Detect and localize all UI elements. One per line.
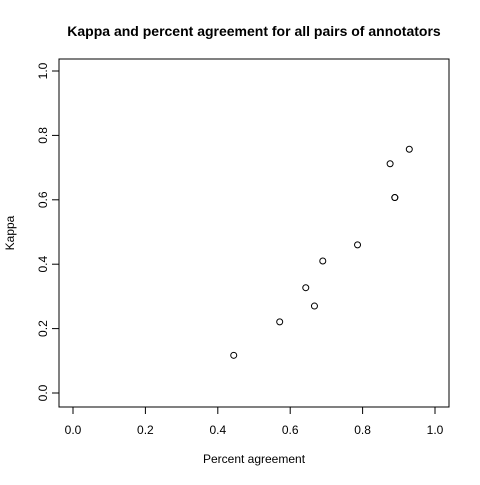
data-point bbox=[386, 160, 394, 168]
data-point bbox=[310, 302, 318, 310]
data-point bbox=[302, 284, 310, 292]
chart-title: Kappa and percent agreement for all pair… bbox=[67, 23, 441, 39]
y-tick-label: 0.0 bbox=[36, 384, 50, 401]
data-point bbox=[405, 145, 413, 153]
x-tick-label: 0.2 bbox=[137, 423, 154, 437]
data-point bbox=[319, 257, 327, 265]
x-tick-label: 0.4 bbox=[209, 423, 226, 437]
y-tick-label: 1.0 bbox=[36, 62, 50, 79]
data-point bbox=[276, 318, 284, 326]
x-tick-label: 1.0 bbox=[427, 423, 444, 437]
x-tick-label: 0.6 bbox=[282, 423, 299, 437]
x-tick-label: 0.0 bbox=[65, 423, 82, 437]
data-point bbox=[391, 194, 399, 202]
y-axis: 0.0 0.2 0.4 0.6 0.8 1.0 bbox=[36, 62, 60, 401]
y-tick-label: 0.4 bbox=[36, 256, 50, 273]
x-axis: 0.0 0.2 0.4 0.6 0.8 1.0 bbox=[65, 406, 444, 437]
data-points bbox=[230, 145, 413, 359]
data-point bbox=[230, 351, 238, 359]
y-tick-label: 0.2 bbox=[36, 320, 50, 337]
x-axis-label: Percent agreement bbox=[203, 452, 306, 466]
x-tick-label: 0.8 bbox=[354, 423, 371, 437]
plot-frame bbox=[58, 58, 450, 408]
y-tick-label: 0.6 bbox=[36, 191, 50, 208]
y-tick-label: 0.8 bbox=[36, 127, 50, 144]
y-axis-label: Kappa bbox=[3, 215, 17, 250]
data-point bbox=[354, 241, 362, 249]
